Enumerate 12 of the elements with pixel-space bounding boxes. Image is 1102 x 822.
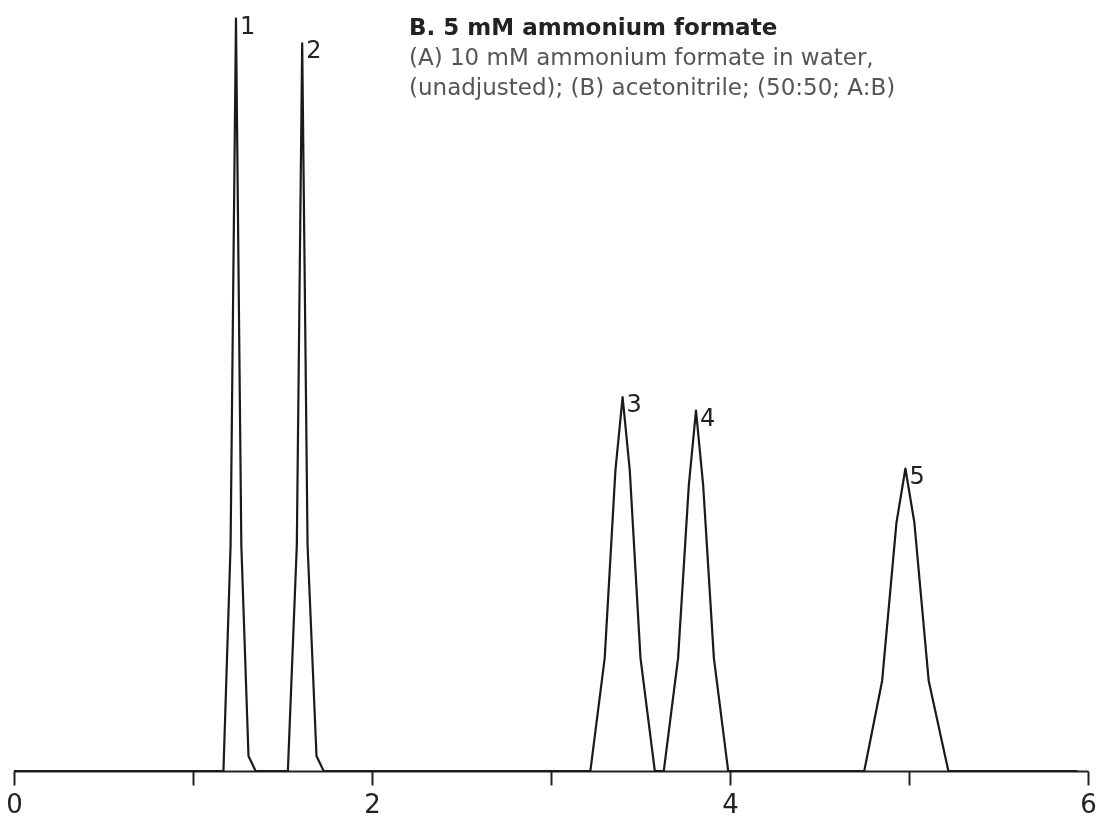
- annotation: 4: [699, 403, 716, 432]
- annotation: (unadjusted); (B) acetonitrile; (50:50; A:B): [409, 74, 896, 100]
- annotation: 5: [909, 461, 925, 490]
- x-tick-label: 0: [6, 788, 23, 819]
- x-tick-label: 6: [1080, 788, 1097, 819]
- annotation: 1: [239, 11, 256, 40]
- x-tick-label: 4: [722, 788, 739, 819]
- annotation: 2: [306, 36, 322, 65]
- x-tick-label: 2: [364, 788, 381, 819]
- annotation: (A) 10 mM ammonium formate in water,: [409, 44, 874, 70]
- chart-title: B. 5 mM ammonium formate: [409, 14, 778, 40]
- annotation: 3: [626, 390, 642, 419]
